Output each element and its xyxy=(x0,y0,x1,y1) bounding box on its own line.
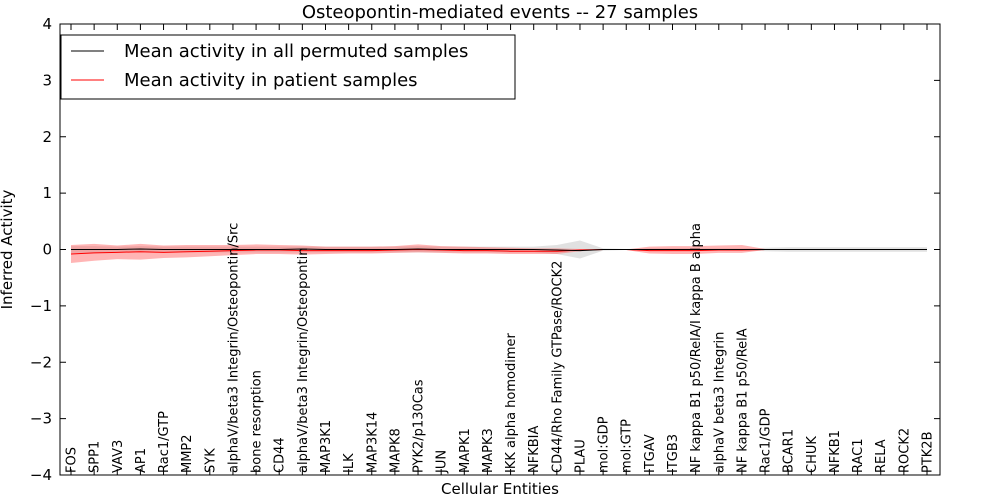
x-axis-label: Cellular Entities xyxy=(441,480,559,498)
legend-label-patient: Mean activity in patient samples xyxy=(124,70,418,91)
y-tick-label: 3 xyxy=(42,71,52,89)
x-tick-label: ROCK2 xyxy=(897,428,912,473)
band-patient xyxy=(71,243,927,264)
x-tick-label: ITGAV xyxy=(643,434,658,473)
x-tick-label: VAV3 xyxy=(111,440,126,473)
x-tick-label: JUN xyxy=(435,450,450,474)
x-tick-label: IKK alpha homodimer xyxy=(504,332,519,473)
y-tick-label: 2 xyxy=(42,128,52,146)
x-tick-label: ITGB3 xyxy=(666,434,681,473)
x-tick-label: SPP1 xyxy=(88,441,103,473)
x-tick-label: MAPK3 xyxy=(481,428,496,473)
x-tick-label: AP1 xyxy=(134,448,149,473)
legend-box xyxy=(60,34,516,100)
y-axis: −4 −3 −2 −1 0 1 2 3 4 xyxy=(30,15,940,484)
x-tick-label: MAPK1 xyxy=(458,428,473,473)
x-tick-label: ILK xyxy=(342,453,357,473)
x-tick-label: Rac1/GDP xyxy=(759,408,774,473)
x-tick-label: FOS xyxy=(65,447,80,473)
x-tick-label: MMP2 xyxy=(180,434,195,473)
x-axis: FOS SPP1 VAV3 AP1 Rac1/GTP MMP2 SYK alphaV/beta… xyxy=(65,24,936,475)
legend-label-permuted: Mean activity in all permuted samples xyxy=(124,41,468,62)
chart-title: Osteopontin-mediated events -- 27 sample… xyxy=(302,2,698,23)
x-tick-label: mol:GTP xyxy=(620,419,635,473)
x-tick-label: MAP3K1 xyxy=(319,420,334,473)
x-tick-label: Rac1/GTP xyxy=(157,411,172,473)
x-tick-label: CD44/Rho Family GTPase/ROCK2 xyxy=(550,261,565,473)
x-tick-label: NFKBIA xyxy=(527,426,542,473)
y-tick-label: 4 xyxy=(42,15,52,33)
x-tick-label: PTK2B xyxy=(921,432,936,474)
x-tick-label: PLAU xyxy=(573,439,588,473)
series-lines xyxy=(70,248,927,255)
y-tick-label: 1 xyxy=(42,184,52,202)
x-tick-label: CHUK xyxy=(805,436,820,473)
y-tick-label: −4 xyxy=(30,466,52,484)
x-tick-label: SYK xyxy=(203,448,218,473)
x-tick-label: BCAR1 xyxy=(782,429,797,473)
x-tick-label: bone resorption xyxy=(250,370,265,473)
x-tick-label: MAPK8 xyxy=(388,428,403,473)
x-tick-label: NFKB1 xyxy=(828,430,843,473)
y-tick-label: −1 xyxy=(30,297,52,315)
x-tick-label: MAP3K14 xyxy=(365,412,380,473)
x-tick-label: alphaV/beta3 Integrin/Osteopontin/Src xyxy=(226,223,241,473)
x-tick-label: RAC1 xyxy=(851,438,866,473)
legend: Mean activity in all permuted samples Me… xyxy=(60,34,516,100)
y-tick-label: 0 xyxy=(42,241,52,259)
x-tick-label: alphaV/beta3 Integrin/Osteopontin xyxy=(296,248,311,473)
x-tick-label: PYK2/p130Cas xyxy=(412,379,427,473)
x-tick-label: RELA xyxy=(874,439,889,473)
x-tick-label: CD44 xyxy=(273,437,288,473)
x-tick-label: NF kappa B1 p50/RelA/I kappa B alpha xyxy=(689,223,704,473)
y-tick-label: −3 xyxy=(30,410,52,428)
series-line-permuted xyxy=(71,248,927,252)
y-tick-label: −2 xyxy=(30,353,52,371)
x-tick-label: mol:GDP xyxy=(597,416,612,473)
x-tick-label: NF kappa B1 p50/RelA xyxy=(735,328,750,473)
y-axis-label: Inferred Activity xyxy=(0,189,16,309)
x-tick-label: alphaV beta3 Integrin xyxy=(712,332,727,473)
